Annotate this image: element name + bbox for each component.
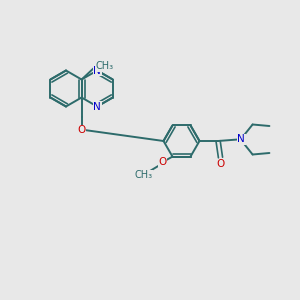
Text: O: O xyxy=(159,158,167,167)
Text: O: O xyxy=(77,125,86,135)
Text: N: N xyxy=(237,134,245,145)
Text: N: N xyxy=(93,101,101,112)
Text: CH₃: CH₃ xyxy=(134,170,153,180)
Text: N: N xyxy=(93,65,101,76)
Text: CH₃: CH₃ xyxy=(95,61,113,71)
Text: O: O xyxy=(216,159,225,169)
